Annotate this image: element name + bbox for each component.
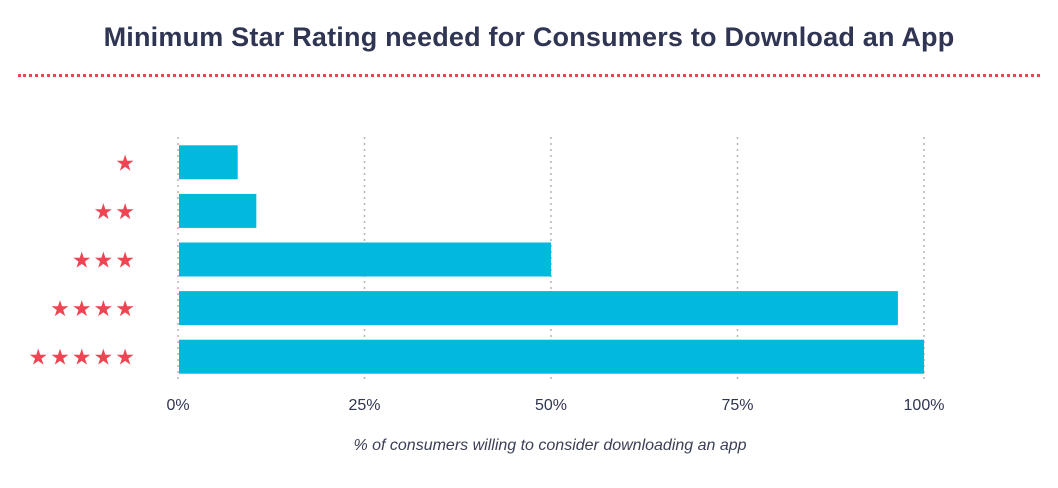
bar (179, 242, 551, 277)
chart-title: Minimum Star Rating needed for Consumers… (103, 22, 955, 52)
bar (179, 193, 257, 228)
bar (179, 339, 924, 374)
star-rating-label: ★★★★★ (28, 346, 137, 371)
bar (179, 145, 238, 180)
x-axis-label: % of consumers willing to consider downl… (353, 437, 747, 454)
x-tick-label: 50% (535, 397, 567, 414)
x-tick-label: 0% (166, 397, 189, 414)
title-divider (18, 74, 1040, 77)
bar (179, 291, 898, 326)
x-tick-label: 75% (721, 397, 753, 414)
star-rating-label: ★ (115, 151, 137, 176)
x-tick-label: 100% (904, 397, 945, 414)
star-rating-label: ★★★★ (50, 297, 137, 322)
star-rating-label: ★★★ (72, 249, 137, 274)
star-rating-label: ★★ (94, 200, 137, 225)
x-tick-label: 25% (348, 397, 380, 414)
